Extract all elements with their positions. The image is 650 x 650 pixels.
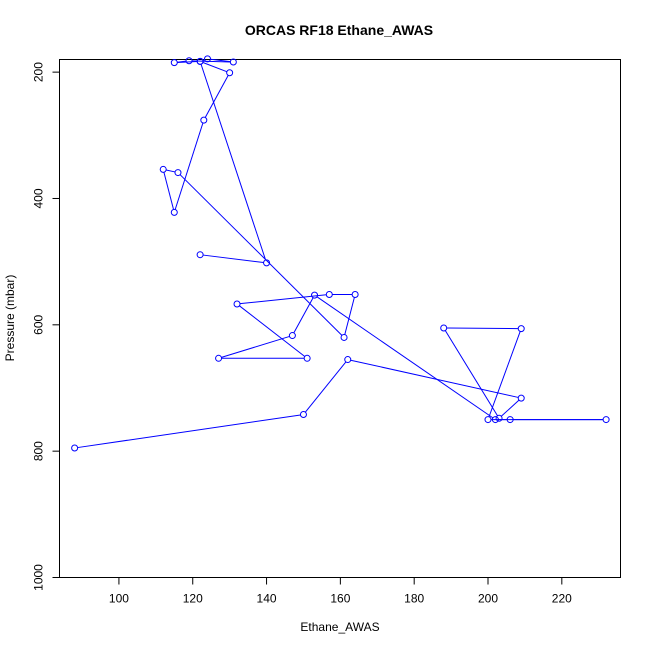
data-point bbox=[484, 416, 492, 424]
data-point bbox=[340, 333, 348, 341]
series-segment bbox=[239, 294, 327, 305]
series-segment bbox=[444, 330, 498, 417]
data-point bbox=[170, 59, 178, 67]
x-tick-label: 160 bbox=[330, 592, 350, 606]
data-point bbox=[288, 332, 296, 340]
data-point bbox=[185, 57, 193, 65]
x-axis-label: Ethane_AWAS bbox=[300, 620, 379, 634]
data-point bbox=[495, 414, 503, 422]
series-segment bbox=[202, 62, 228, 73]
data-point bbox=[506, 416, 514, 424]
series-segment bbox=[210, 58, 231, 63]
series-segment bbox=[174, 122, 204, 210]
data-point bbox=[299, 411, 307, 419]
data-point bbox=[174, 169, 182, 177]
series-segment bbox=[203, 254, 264, 264]
data-point bbox=[263, 259, 271, 267]
data-point bbox=[170, 208, 178, 216]
series-segment bbox=[179, 174, 343, 336]
data-point bbox=[229, 58, 237, 66]
series-segment bbox=[344, 297, 355, 335]
plot-frame bbox=[59, 59, 621, 578]
x-tick-label: 200 bbox=[478, 592, 498, 606]
x-axis: 100 120 140 160 180 200 220 bbox=[109, 577, 572, 606]
x-tick-label: 120 bbox=[183, 592, 203, 606]
data-point bbox=[491, 416, 499, 424]
y-tick-label: 1000 bbox=[32, 564, 46, 591]
data-point bbox=[204, 55, 212, 63]
data-point bbox=[602, 416, 610, 424]
chart-title: ORCAS RF18 Ethane_AWAS bbox=[245, 22, 433, 38]
series-segment bbox=[316, 296, 494, 419]
y-axis-label: Pressure (mbar) bbox=[3, 275, 17, 362]
data-point bbox=[440, 324, 448, 332]
data-point bbox=[196, 251, 204, 259]
data-point bbox=[226, 69, 234, 77]
data-point bbox=[196, 57, 204, 65]
data-point bbox=[344, 356, 352, 364]
data-point bbox=[517, 394, 525, 402]
x-tick-label: 100 bbox=[109, 592, 129, 606]
series-segment bbox=[77, 414, 301, 449]
data-point bbox=[311, 291, 319, 299]
series-segment bbox=[293, 297, 314, 334]
y-tick-label: 800 bbox=[32, 441, 46, 461]
data-point bbox=[303, 354, 311, 362]
x-tick-label: 180 bbox=[404, 592, 424, 606]
data-point bbox=[233, 300, 241, 308]
series-segment bbox=[488, 331, 521, 417]
x-tick-label: 140 bbox=[257, 592, 277, 606]
series-segment bbox=[192, 60, 231, 63]
series-segment bbox=[166, 169, 176, 173]
x-tick-label: 220 bbox=[552, 592, 572, 606]
data-point bbox=[200, 116, 208, 124]
series-segment bbox=[177, 60, 187, 63]
series-segment bbox=[163, 172, 175, 210]
series-segment bbox=[200, 64, 267, 261]
series-segment bbox=[446, 327, 519, 330]
series-segment bbox=[304, 361, 347, 413]
series-segment bbox=[204, 75, 229, 118]
data-point bbox=[215, 354, 223, 362]
data-point bbox=[325, 290, 333, 298]
series bbox=[71, 55, 610, 452]
series-segment bbox=[350, 359, 519, 398]
series-segment bbox=[239, 305, 306, 357]
data-point bbox=[159, 165, 167, 173]
data-point bbox=[517, 325, 525, 333]
data-point bbox=[351, 290, 359, 298]
series-segment bbox=[500, 399, 520, 417]
y-tick-label: 200 bbox=[32, 62, 46, 82]
series-layer bbox=[71, 55, 610, 452]
series-segment bbox=[221, 335, 290, 358]
y-tick-label: 400 bbox=[32, 188, 46, 208]
y-tick-label: 600 bbox=[32, 314, 46, 334]
y-axis: 200 400 600 800 1000 bbox=[32, 62, 60, 591]
data-point bbox=[71, 444, 79, 452]
